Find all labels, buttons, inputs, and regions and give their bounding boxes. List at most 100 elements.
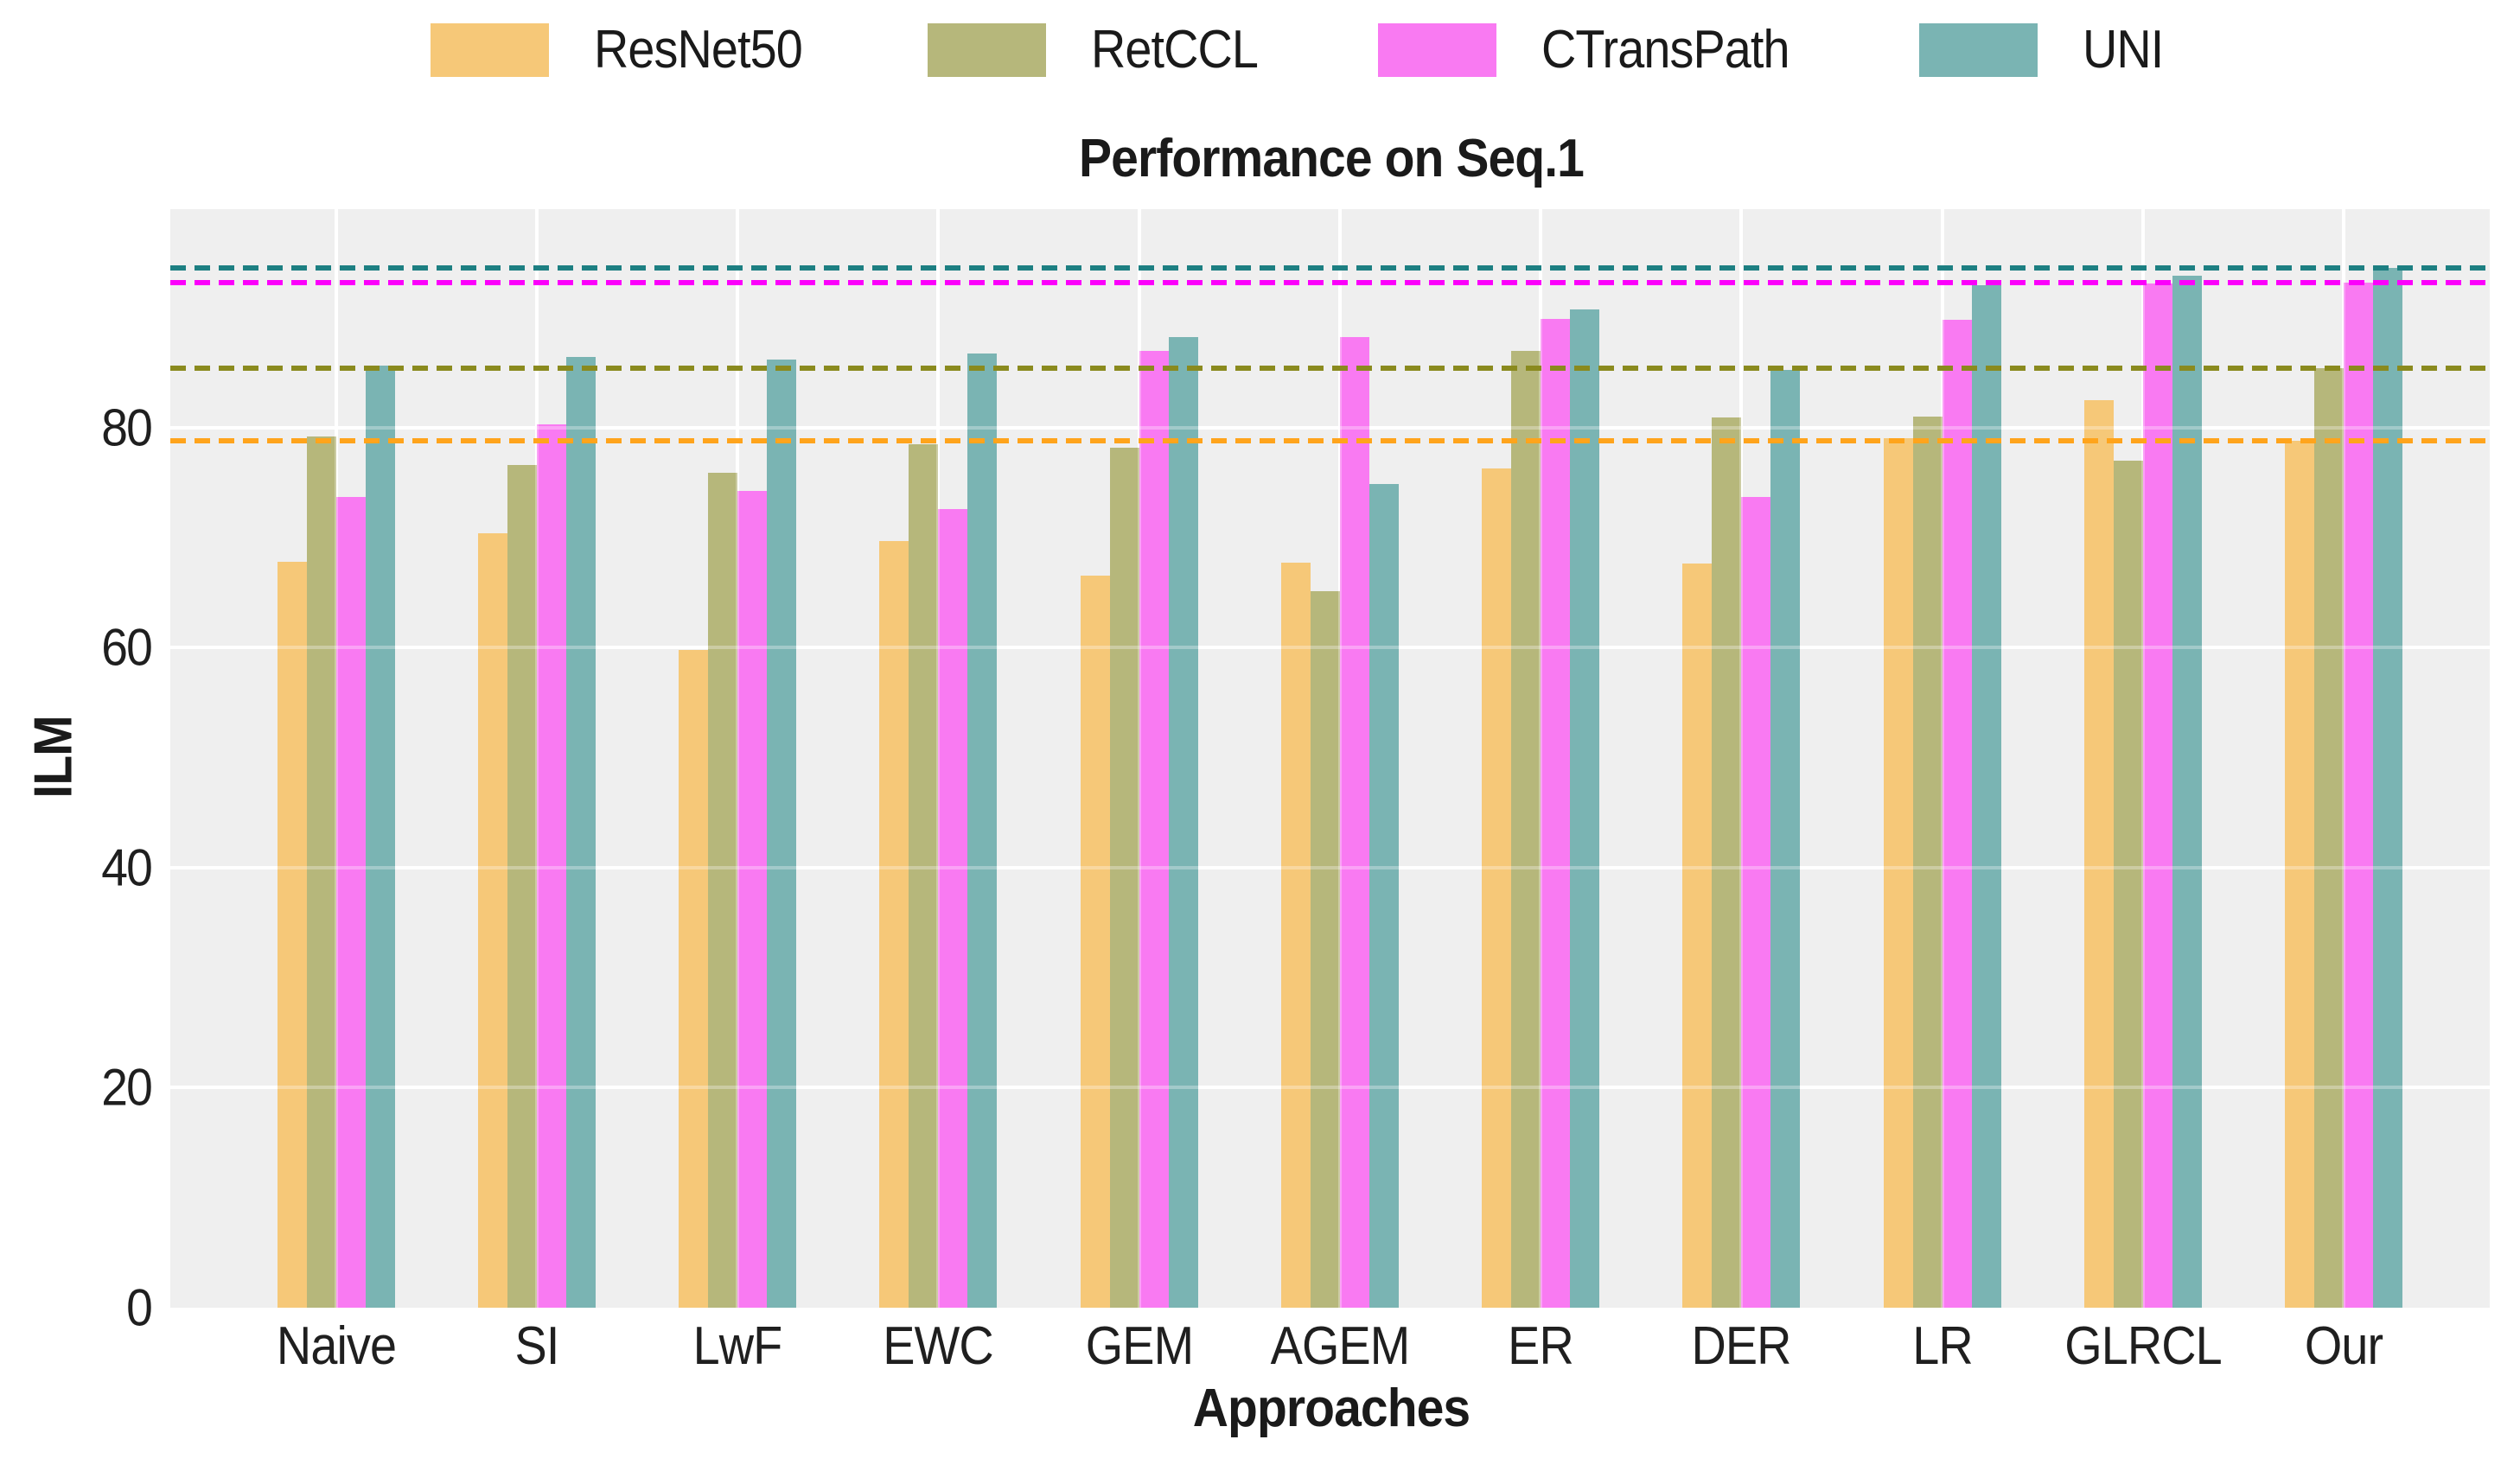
reference-line-CTransPath xyxy=(170,279,2490,285)
y-tick-0: 0 xyxy=(126,1278,153,1337)
gridline-overlay-x-SI xyxy=(534,207,539,1308)
bar-ResNet50-LR xyxy=(1883,438,1913,1308)
bar-ResNet50-EWC xyxy=(879,540,909,1308)
bar-UNI-ER xyxy=(1570,309,1599,1308)
gridline-overlay-y-100 xyxy=(170,206,2490,209)
y-tick-20: 20 xyxy=(101,1058,153,1117)
x-tick-ER: ER xyxy=(1508,1316,1574,1376)
legend-item-retccl: RetCCL xyxy=(927,19,1277,80)
reference-line-ResNet50 xyxy=(170,437,2490,443)
bar-ResNet50-SI xyxy=(477,532,507,1308)
plot-area xyxy=(170,206,2490,1308)
legend: ResNet50 RetCCL CTransPath UNI xyxy=(41,19,2520,80)
gridline-y-80 xyxy=(170,425,2490,430)
x-tick-GEM: GEM xyxy=(1085,1316,1193,1376)
bar-RetCCL-Our xyxy=(2314,367,2344,1308)
bar-CTransPath-LwF xyxy=(737,491,767,1308)
gridline-overlay-y-20 xyxy=(170,1086,2490,1090)
gridline-overlay-y-60 xyxy=(170,646,2490,650)
legend-label-resnet50: ResNet50 xyxy=(594,20,803,80)
gridline-y-100 xyxy=(170,206,2490,209)
bar-UNI-EWC xyxy=(967,354,998,1308)
bar-CTransPath-ER xyxy=(1541,318,1570,1308)
bar-RetCCL-EWC xyxy=(909,443,939,1308)
x-tick-GLRCL: GLRCL xyxy=(2064,1316,2222,1376)
legend-swatch-uni xyxy=(1918,22,2038,77)
gridline-overlay-y-40 xyxy=(170,865,2490,869)
x-tick-AGEM: AGEM xyxy=(1270,1316,1410,1376)
x-tick-Our: Our xyxy=(2304,1316,2383,1376)
gridline-overlay-x-Our xyxy=(2342,207,2345,1308)
bar-UNI-GLRCL xyxy=(2172,275,2202,1308)
chart-title: Performance on Seq.1 xyxy=(1079,129,1585,188)
gridline-overlay-x-LwF xyxy=(736,207,739,1308)
bar-ResNet50-DER xyxy=(1682,564,1713,1308)
y-tick-80: 80 xyxy=(101,398,153,457)
bar-RetCCL-ER xyxy=(1511,350,1541,1308)
bar-CTransPath-GLRCL xyxy=(2142,283,2172,1308)
bar-CTransPath-EWC xyxy=(938,508,968,1308)
gridline-overlay-x-EWC xyxy=(936,207,941,1308)
x-tick-Naive: Naive xyxy=(276,1316,396,1376)
gridline-overlay-x-LR xyxy=(1940,207,1944,1308)
y-tick-40: 40 xyxy=(101,838,153,897)
legend-label-uni: UNI xyxy=(2082,20,2164,80)
bar-ResNet50-GEM xyxy=(1080,576,1110,1308)
legend-swatch-retccl xyxy=(927,22,1046,77)
y-axis-label: ILM xyxy=(23,716,84,799)
gridline-overlay-y-80 xyxy=(170,425,2490,430)
legend-item-ctranspath: CTransPath xyxy=(1378,19,1817,80)
bar-RetCCL-LwF xyxy=(708,472,737,1308)
gridline-overlay-x-ER xyxy=(1539,207,1542,1308)
bar-UNI-Our xyxy=(2373,268,2402,1308)
bar-RetCCL-GEM xyxy=(1109,447,1139,1308)
bar-UNI-AGEM xyxy=(1368,483,1399,1308)
bar-CTransPath-AGEM xyxy=(1339,337,1369,1308)
bar-RetCCL-SI xyxy=(507,464,537,1308)
bar-CTransPath-SI xyxy=(536,424,566,1308)
reference-line-UNI xyxy=(170,265,2490,271)
gridline-overlay-x-GLRCL xyxy=(2140,207,2145,1308)
bar-RetCCL-GLRCL xyxy=(2113,460,2143,1308)
bar-ResNet50-AGEM xyxy=(1280,563,1311,1308)
bar-UNI-GEM xyxy=(1168,337,1198,1308)
x-tick-EWC: EWC xyxy=(883,1316,994,1376)
x-tick-LwF: LwF xyxy=(692,1316,783,1376)
bar-ResNet50-GLRCL xyxy=(2083,399,2114,1308)
bar-ResNet50-ER xyxy=(1482,468,1511,1308)
bar-UNI-Naive xyxy=(365,366,395,1308)
bar-UNI-DER xyxy=(1770,370,1801,1308)
y-tick-60: 60 xyxy=(101,618,153,677)
bar-UNI-LR xyxy=(1971,285,2001,1308)
bar-RetCCL-DER xyxy=(1712,417,1742,1308)
gridline-overlay-x-AGEM xyxy=(1337,207,1342,1308)
bar-RetCCL-Naive xyxy=(306,436,336,1308)
legend-item-uni: UNI xyxy=(1918,19,2172,80)
bar-ResNet50-Our xyxy=(2285,440,2314,1308)
x-tick-DER: DER xyxy=(1691,1316,1792,1376)
legend-label-retccl: RetCCL xyxy=(1090,20,1259,80)
bar-RetCCL-LR xyxy=(1912,416,1943,1308)
legend-swatch-resnet50 xyxy=(431,22,550,77)
legend-swatch-ctranspath xyxy=(1378,22,1497,77)
bar-CTransPath-Naive xyxy=(335,496,366,1308)
gridline-overlay-x-DER xyxy=(1739,207,1744,1308)
bar-CTransPath-Our xyxy=(2344,282,2373,1308)
x-axis-label: Approaches xyxy=(1192,1379,1471,1438)
gridline-overlay-x-GEM xyxy=(1137,207,1141,1308)
bar-ResNet50-LwF xyxy=(679,649,708,1308)
legend-label-ctranspath: CTransPath xyxy=(1541,20,1790,80)
bar-CTransPath-LR xyxy=(1942,319,1972,1308)
legend-item-resnet50: ResNet50 xyxy=(431,19,826,80)
gridline-overlay-x-Naive xyxy=(334,207,338,1308)
reference-line-RetCCL xyxy=(170,365,2490,371)
x-tick-LR: LR xyxy=(1911,1316,1973,1376)
bar-ResNet50-Naive xyxy=(277,561,307,1308)
bar-RetCCL-AGEM xyxy=(1310,591,1340,1308)
bar-UNI-LwF xyxy=(767,359,796,1308)
bar-UNI-SI xyxy=(565,357,596,1308)
bar-CTransPath-DER xyxy=(1741,496,1771,1308)
bar-CTransPath-GEM xyxy=(1139,350,1169,1308)
x-tick-SI: SI xyxy=(514,1316,559,1376)
